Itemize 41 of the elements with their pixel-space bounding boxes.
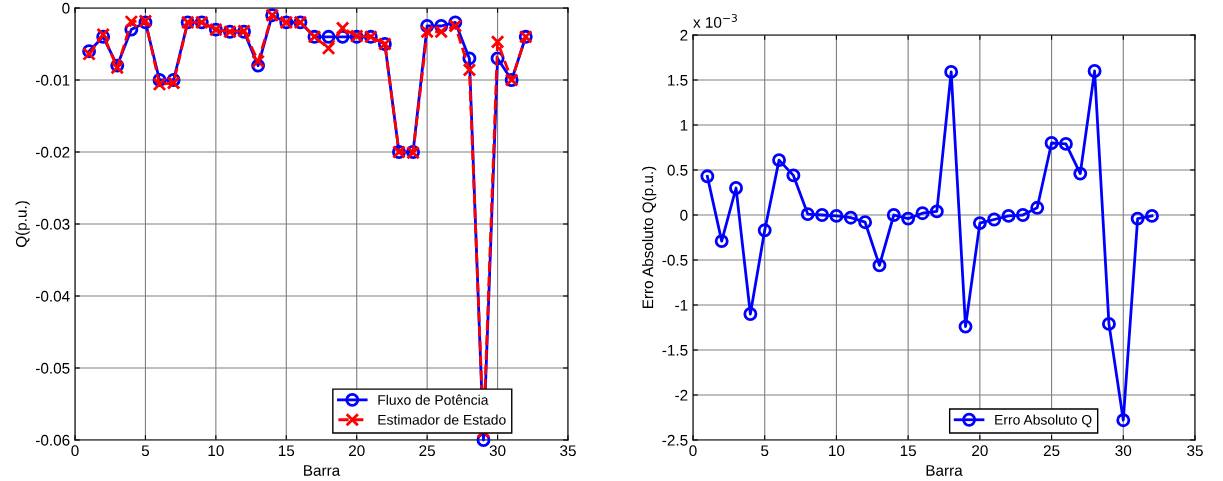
x-tick-label: 35 (1187, 445, 1203, 457)
x-tick-label: 30 (1115, 445, 1132, 457)
x-tick-label: 10 (208, 445, 224, 457)
x-tick-label: 25 (1043, 445, 1060, 457)
x-tick-label: 15 (900, 445, 916, 457)
x-tick-label: 0 (71, 445, 79, 457)
y-axis-title: Erro Absoluto Q(p.u.) (642, 166, 657, 308)
x-tick-label: 20 (348, 445, 365, 457)
x-tick-label: 0 (689, 445, 697, 457)
y-tick-label: -0.04 (36, 290, 70, 302)
y-tick-label: 1.5 (668, 75, 688, 86)
y-tick-label: -2.5 (662, 434, 688, 446)
legend-label: Estimador de Estado (378, 414, 506, 425)
x-tick-label: 5 (141, 445, 150, 457)
y-tick-label: -2 (675, 389, 688, 401)
x-axis-title: Barra (304, 465, 341, 476)
y-tick-label: 0.5 (667, 164, 688, 176)
x-tick-label: 5 (761, 445, 769, 457)
x-tick-label: 20 (972, 445, 988, 457)
y-tick-label: 0 (680, 209, 688, 221)
legend-label: Fluxo de Potência (378, 394, 489, 405)
y-tick-label: 2 (680, 29, 688, 41)
y-tick-label: -0.06 (36, 434, 70, 446)
y-tick-label: 1 (680, 120, 688, 131)
y-tick-label: -0.5 (662, 254, 688, 266)
x-axis-title: Barra (926, 465, 963, 476)
x-tick-label: 15 (278, 445, 295, 457)
y-tick-label: -1 (675, 300, 688, 311)
y-tick-label: 0 (62, 2, 70, 14)
legend-label: Erro Absoluto Q (995, 414, 1092, 428)
y-tick-label: -0.03 (36, 218, 70, 230)
text: x 10$^{−3}$ (693, 13, 737, 28)
x-tick-label: 30 (489, 445, 506, 457)
x-tick-label: 35 (560, 445, 576, 457)
y-tick-label: -0.05 (36, 362, 70, 374)
x-tick-label: 25 (419, 445, 435, 457)
x-tick-label: 10 (829, 445, 845, 457)
y-tick-label: -0.02 (36, 146, 70, 158)
y-axis-title: Q(p.u.) (15, 201, 30, 248)
y-tick-label: -1.5 (662, 345, 688, 356)
y-tick-label: -0.01 (36, 74, 70, 86)
